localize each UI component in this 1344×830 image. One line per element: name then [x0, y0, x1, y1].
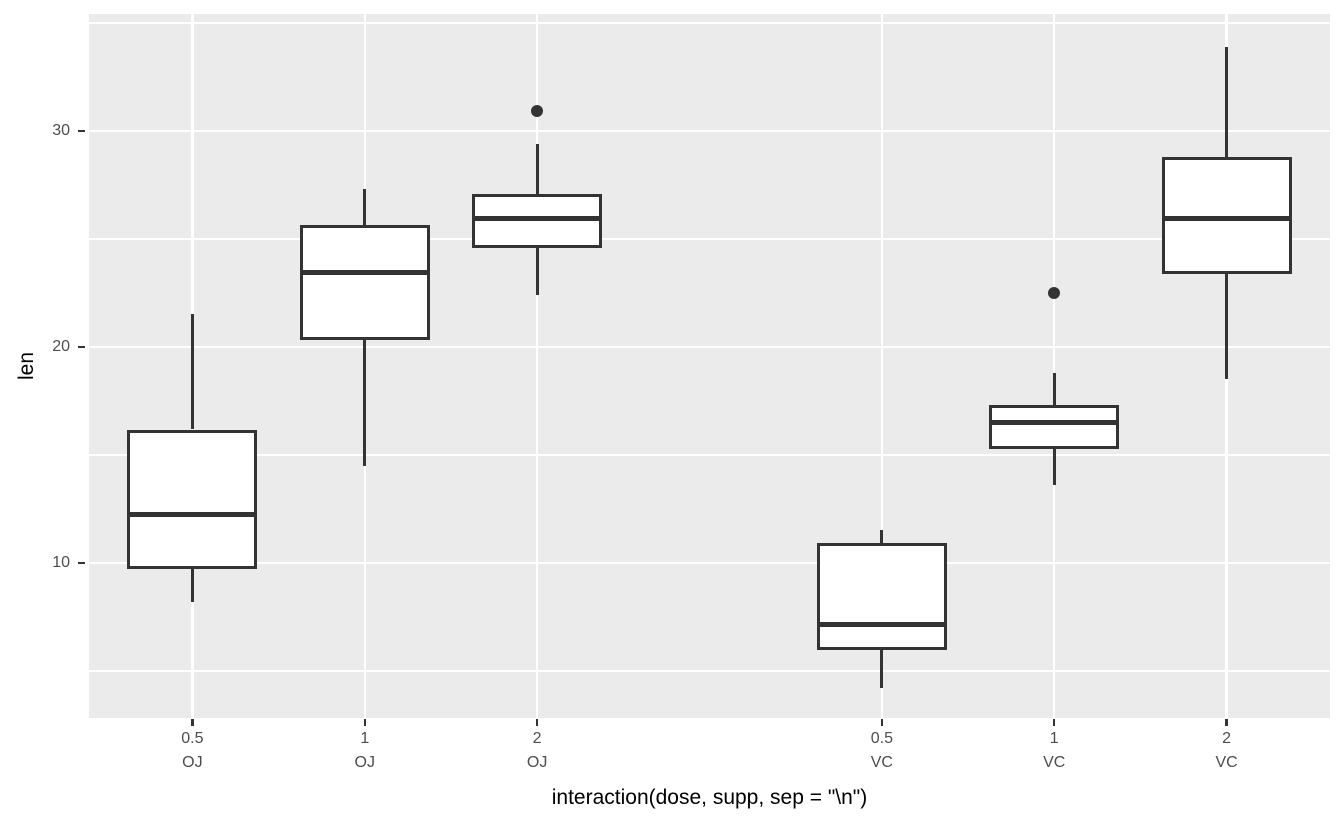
y-major-gridline — [89, 129, 1330, 132]
x-tick-label-dose: 2 — [532, 730, 542, 747]
y-axis-title: len — [15, 351, 38, 381]
x-tick-label-supp: OJ — [182, 754, 203, 771]
boxplot-lower-whisker — [880, 650, 884, 689]
boxplot-upper-whisker — [1225, 46, 1229, 157]
boxplot-lower-whisker — [1225, 273, 1229, 380]
boxplot-median-line — [127, 511, 258, 517]
x-tick-label-dose: 1 — [360, 730, 370, 747]
x-tick-label-dose: 1 — [1049, 730, 1059, 747]
boxplot-box — [472, 194, 603, 249]
x-tick-label-supp: OJ — [526, 754, 548, 771]
boxplot-median-line — [299, 269, 430, 275]
x-tick-label-supp: VC — [870, 754, 893, 771]
x-tick-label: 1 OJ — [305, 727, 425, 775]
x-tick-mark — [191, 719, 194, 726]
x-tick-label: 0.5 OJ — [132, 727, 252, 775]
boxplot-box — [816, 543, 947, 651]
boxplot-box — [1161, 156, 1292, 274]
y-minor-gridline — [89, 670, 1330, 672]
y-tick-label: 10 — [52, 553, 70, 571]
y-tick-label: 30 — [52, 121, 70, 139]
boxplot-lower-whisker — [1052, 448, 1056, 486]
x-tick-label-dose: 2 — [1222, 730, 1232, 747]
x-tick-label-dose: 0.5 — [870, 730, 893, 747]
y-major-gridline — [89, 345, 1330, 348]
boxplot-lower-whisker — [535, 248, 539, 296]
boxplot-box — [127, 429, 258, 570]
boxplot-box — [299, 224, 430, 341]
y-minor-gridline — [89, 238, 1330, 240]
boxplot-median-line — [472, 215, 603, 221]
x-tick-label: 2 VC — [1167, 727, 1287, 775]
x-tick-mark — [363, 719, 367, 726]
x-tick-label-supp: OJ — [354, 754, 375, 771]
y-tick-mark — [78, 345, 85, 349]
x-tick-mark — [880, 719, 884, 726]
x-tick-mark — [1052, 719, 1056, 726]
boxplot-upper-whisker — [1052, 372, 1056, 406]
x-tick-label: 0.5 VC — [822, 727, 942, 775]
plot-panel — [89, 14, 1330, 718]
boxplot-outlier-point — [531, 105, 544, 118]
x-tick-label-supp: VC — [1215, 754, 1238, 771]
y-tick-mark — [78, 561, 85, 565]
boxplot-median-line — [816, 621, 947, 627]
y-tick-label: 20 — [52, 337, 70, 355]
boxplot-lower-whisker — [190, 569, 194, 602]
boxplot-box — [989, 405, 1120, 449]
boxplot-median-line — [989, 419, 1120, 425]
boxplot-upper-whisker — [880, 530, 884, 544]
y-tick-mark — [78, 129, 85, 133]
boxplot-upper-whisker — [363, 189, 367, 225]
x-tick-label: 2 OJ — [477, 727, 597, 775]
y-major-gridline — [89, 561, 1330, 564]
x-tick-mark — [535, 719, 539, 726]
x-major-gridline — [1053, 14, 1056, 718]
x-major-gridline — [880, 14, 883, 718]
boxplot-median-line — [1161, 215, 1292, 221]
boxplot-upper-whisker — [190, 314, 194, 430]
boxplot-outlier-point — [1048, 286, 1061, 299]
x-tick-label-dose: 0.5 — [181, 730, 204, 747]
boxplot-upper-whisker — [535, 143, 539, 195]
y-minor-gridline — [89, 22, 1330, 24]
x-axis-title: interaction(dose, supp, sep = "\n") — [551, 786, 868, 809]
x-tick-label: 1 VC — [994, 727, 1114, 775]
y-minor-gridline — [89, 454, 1330, 456]
x-major-gridline — [536, 14, 539, 718]
x-tick-label-supp: VC — [1043, 754, 1066, 771]
x-tick-mark — [1225, 719, 1228, 726]
boxplot-lower-whisker — [363, 340, 367, 466]
